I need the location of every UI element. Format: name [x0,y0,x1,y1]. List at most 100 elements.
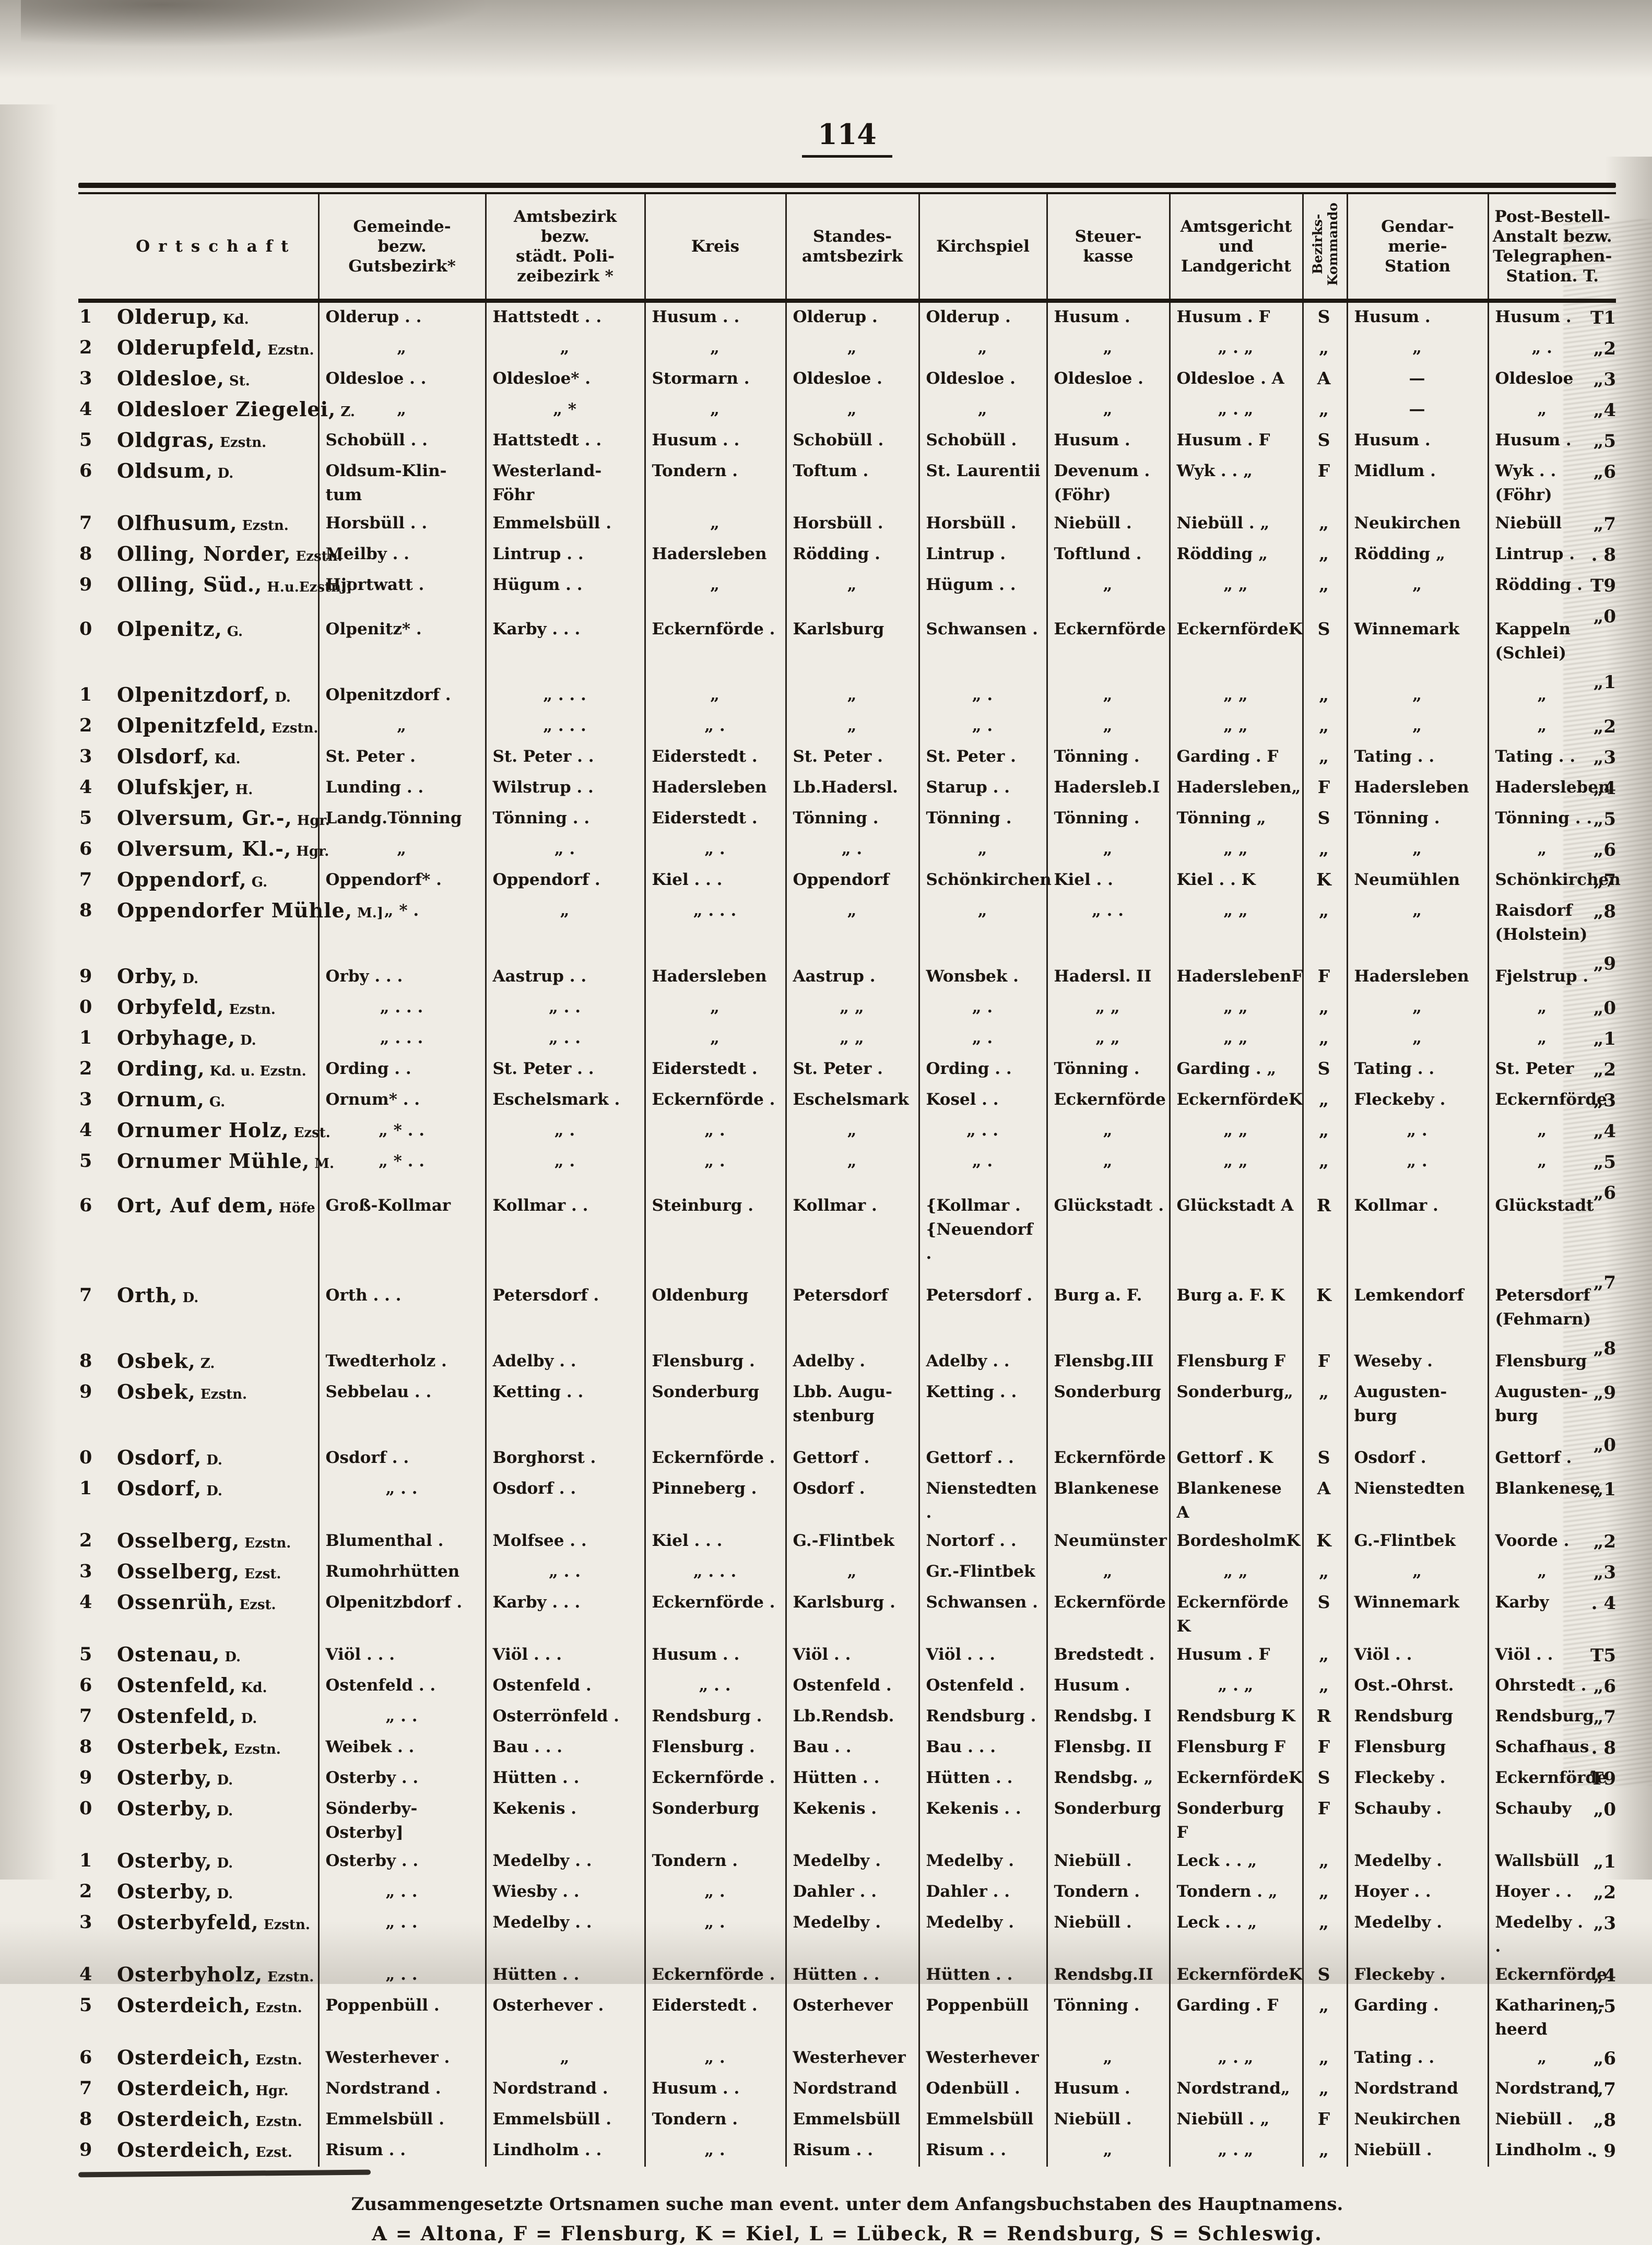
cell-bezirkskommando: F [1302,773,1347,805]
cell-gendarmerie: Rödding „ [1346,540,1488,571]
place-type-abbrev: D. [220,1649,241,1665]
row-number: 1 [79,684,92,706]
cell-kirchspiel: Rendsburg . [918,1702,1047,1733]
table-row: 2 Ording, Kd. u. Ezstn. Ording . . St. Pete… [78,1055,1616,1086]
place-name: Osterby, [117,1849,213,1873]
cell-amtsgericht: Blankenese A [1169,1474,1303,1527]
cell-gemeinde: „ . . [317,1877,486,1909]
cell-post: Katharinen- heerd „5 [1487,1991,1616,2044]
row-number: 6 [79,838,92,860]
cell-kreis: „ . [644,2136,786,2167]
cell-gendarmerie: Husum . [1346,301,1488,334]
cell-bezirkskommando: S [1302,601,1347,668]
right-row-number: „2 [1593,1059,1616,1081]
cell-steuerkasse: Niebüll . [1046,509,1170,540]
cell-bezirkskommando: S [1302,804,1347,835]
row-number: 1 [79,1850,92,1872]
row-number: 6 [79,1674,92,1696]
cell-amtsbezirk: „ . . [485,1557,645,1589]
cell-post: „ „0 [1487,993,1616,1024]
cell-kirchspiel: „ [918,334,1047,365]
cell-gemeinde: Osdorf . . [317,1430,486,1475]
cell-kirchspiel: Risum . . [918,2136,1047,2167]
place-name: Orbyfeld, [117,995,225,1019]
cell-standesamtsbezirk: Gettorf . [785,1430,919,1475]
cell-post: Husum . T1 [1487,301,1616,334]
cell-ortschaft: Osterbyfeld, Ezstn. [115,1908,318,1960]
cell-bezirkskommando: „ [1302,1378,1347,1431]
cell-steuerkasse: Eckernförde [1046,1430,1170,1475]
cell-standesamtsbezirk: Olderup . [785,301,919,334]
cell-gendarmerie: „ [1346,896,1488,949]
cell-kreis: Eiderstedt . [644,1991,786,2044]
table-row: 7 Ostenfeld, D. „ . . Osterrönfeld . Rendsbu… [78,1702,1616,1733]
cell-amtsgericht: „ „ [1169,835,1303,866]
column-header-2: Gemeinde- bezw. Gutsbezirk* [317,194,486,303]
cell-gendarmerie: Medelby . [1346,1908,1488,1961]
cell-gendarmerie: Hoyer . . [1346,1877,1488,1909]
cell-bezirkskommando: „ [1302,1847,1347,1878]
table-row: 0 Orbyfeld, Ezstn. „ . . . „ . . „ „ „ „ . „ „ „… [78,993,1616,1024]
cell-steuerkasse: Rendsbg. „ [1046,1764,1170,1795]
cell-gemeinde: St. Peter . [317,742,486,774]
cell-kreis: „ [644,509,786,540]
cell-kirchspiel: Westerhever [918,2043,1047,2075]
cell-bezirkskommando: „ [1302,1991,1347,2044]
right-row-number: „3 [1593,1090,1616,1112]
right-row-number: „3 [1593,747,1616,769]
cell-standesamtsbezirk: Tönning . [785,804,919,835]
cell-kirchspiel: Bau . . . [918,1733,1047,1764]
cell-steuerkasse: Husum . [1046,301,1170,334]
cell-gemeinde: Oldesloe . . [317,364,486,396]
table-row: 3 Osterbyfeld, Ezstn. „ . . Medelby . . „ .M… [78,1908,1616,1961]
cell-steuerkasse: „ „ [1046,993,1170,1024]
cell-amtsgericht: BordesholmK [1169,1527,1303,1558]
cell-kreis: „ . [644,1116,786,1148]
cell-ortschaft: Orbyhage, D. [115,1024,318,1055]
cell-standesamtsbezirk: Rödding . [785,540,919,571]
cell-amtsgericht: „ „ [1169,1116,1303,1148]
cell-standesamtsbezirk: Nordstrand [785,2074,919,2106]
cell-post: Raisdorf (Holstein) „8 [1487,896,1616,949]
cell-post: „ „6 [1487,2043,1616,2075]
cell-ortschaft: Osterdeich, Ezstn. [115,2043,318,2074]
cell-standesamtsbezirk: Toftum . [785,457,919,510]
cell-amtsgericht: Burg a. F. K [1169,1268,1303,1334]
cell-bezirkskommando: K [1302,1527,1347,1558]
cell-amtsbezirk: Petersdorf . [485,1268,645,1334]
place-name: Olling, Norder, [117,542,291,566]
cell-kirchspiel: St. Laurentii [918,457,1047,510]
cell-ortschaft: Ornumer Mühle, M. [115,1147,334,1178]
table-row: 7 Orth, D. Orth . . . Petersdorf . Oldenburg… [78,1268,1616,1334]
cell-ortschaft: Ostenfeld, Kd. [115,1671,318,1702]
row-number: 4 [79,1119,92,1141]
footnote: Zusammengesetzte Ortsnamen suche man eve… [351,2194,1343,2215]
table-row: 0 Osterby, D. Sönderby-Osterby] Kekenis . So… [78,1794,1616,1847]
cell-post: Eckernförde T9 [1487,1764,1616,1795]
cell-ortschaft: Ornumer Holz, Ezst. [115,1116,331,1147]
row-number: 3 [79,368,92,389]
table-row: 1 Olpenitzdorf, D. Olpenitzdorf . „ . . . „ „… [78,667,1616,712]
cell-ortschaft: Olpenitzdorf, D. [115,667,318,712]
cell-bezirkskommando: F [1302,949,1347,994]
cell-kreis: Oldenburg [644,1268,786,1334]
cell-standesamtsbezirk: St. Peter . [785,1055,919,1086]
cell-gendarmerie: — [1346,364,1488,396]
cell-kreis: Flensburg . [644,1333,786,1378]
table-row: 4 Olufskjer, H. Lunding . . Wilstrup . . Had… [78,773,1616,805]
cell-gendarmerie: Nienstedten [1346,1474,1488,1527]
cell-gemeinde: „ . . [317,1908,486,1961]
cell-kreis: Husum . . [644,2074,786,2106]
cell-ortschaft: Olling, Norder, Ezstn. [115,540,343,571]
cell-standesamtsbezirk: „ [785,395,919,427]
place-type-abbrev: Ezstn. [263,1969,314,1986]
cell-kreis: Husum . . [644,426,786,457]
row-number: 0 [79,1798,92,1819]
cell-gendarmerie: Neukirchen [1346,2105,1488,2136]
cell-post: Oldesloe „3 [1487,364,1616,396]
cell-gendarmerie: G.-Flintbek [1346,1527,1488,1558]
cell-post: St. Peter „2 [1487,1055,1616,1086]
cell-kreis: „ [644,395,786,427]
place-name: Osterdeich, [117,2076,251,2100]
row-number: 0 [79,1447,92,1469]
